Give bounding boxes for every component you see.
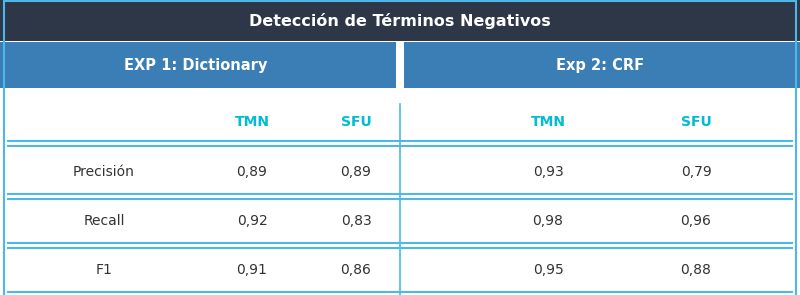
Text: 0,91: 0,91 <box>237 263 267 277</box>
Text: 0,89: 0,89 <box>237 165 267 179</box>
Text: 0,92: 0,92 <box>237 214 267 228</box>
Text: 0,88: 0,88 <box>681 263 711 277</box>
Text: 0,98: 0,98 <box>533 214 563 228</box>
FancyBboxPatch shape <box>396 42 404 88</box>
FancyBboxPatch shape <box>0 0 800 41</box>
Text: 0,96: 0,96 <box>681 214 711 228</box>
Text: 0,89: 0,89 <box>341 165 371 179</box>
Text: SFU: SFU <box>341 115 371 129</box>
Text: EXP 1: Dictionary: EXP 1: Dictionary <box>124 58 268 73</box>
Text: 0,79: 0,79 <box>681 165 711 179</box>
FancyBboxPatch shape <box>0 42 396 88</box>
Text: 0,83: 0,83 <box>341 214 371 228</box>
Text: TMN: TMN <box>234 115 270 129</box>
Text: 0,93: 0,93 <box>533 165 563 179</box>
Text: TMN: TMN <box>530 115 566 129</box>
Text: Recall: Recall <box>83 214 125 228</box>
Text: Detección de Términos Negativos: Detección de Términos Negativos <box>249 13 551 29</box>
Text: Exp 2: CRF: Exp 2: CRF <box>556 58 644 73</box>
Text: Precisión: Precisión <box>73 165 135 179</box>
Text: SFU: SFU <box>681 115 711 129</box>
Text: F1: F1 <box>95 263 113 277</box>
Text: 0,86: 0,86 <box>341 263 371 277</box>
FancyBboxPatch shape <box>404 42 800 88</box>
Text: 0,95: 0,95 <box>533 263 563 277</box>
